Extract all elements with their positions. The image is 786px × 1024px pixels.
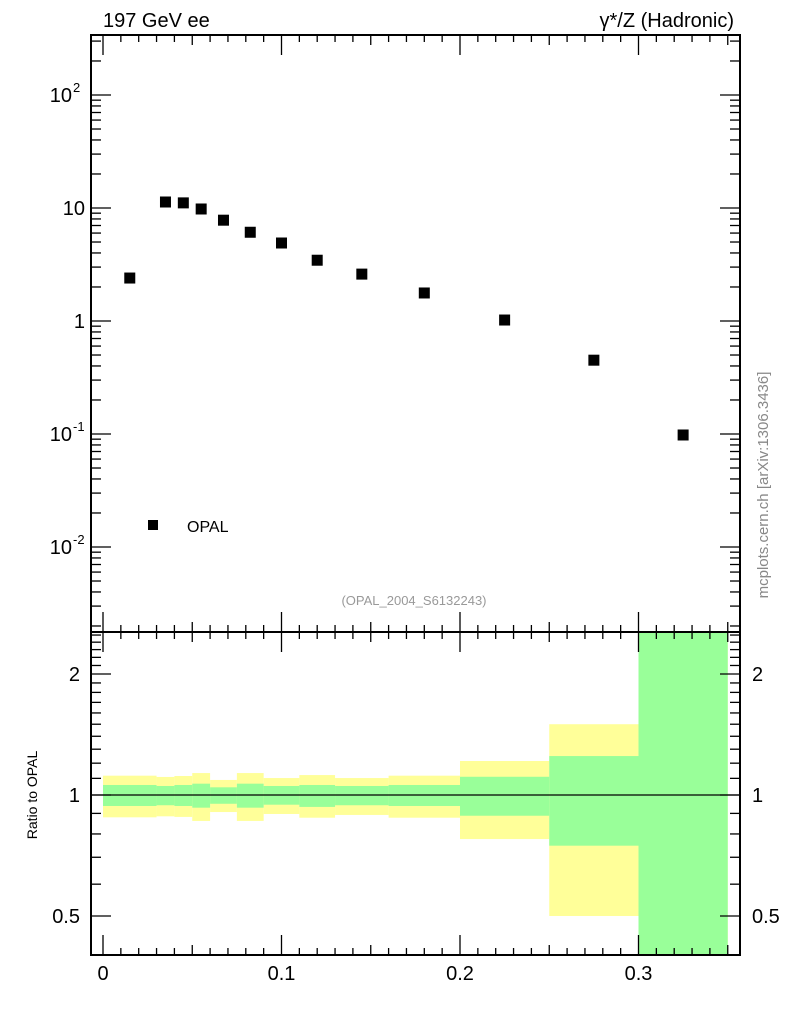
- data-point: [177, 197, 189, 209]
- data-point: [418, 287, 430, 299]
- data-point: [356, 268, 368, 280]
- ratio-y-tick-label: 1: [69, 785, 80, 807]
- y-tick-label: 10: [50, 424, 72, 446]
- data-point: [588, 354, 600, 366]
- data-point: [217, 214, 229, 226]
- ratio-bands: [103, 632, 728, 955]
- ratio-frame: [90, 631, 741, 956]
- x-tick-label: 0: [97, 963, 108, 985]
- main-frame: [90, 34, 741, 633]
- axis-ticks: [91, 35, 740, 956]
- stat-band-bin: [192, 783, 211, 808]
- data-points: [124, 196, 689, 441]
- legend-marker: [148, 520, 158, 530]
- x-tick-label: 0.1: [268, 963, 296, 985]
- ratio-y-tick-label-right: 1: [752, 785, 763, 807]
- ratio-y-tick-label: 2: [69, 664, 80, 686]
- x-tick-label: 0.2: [446, 963, 474, 985]
- legend-label: OPAL: [187, 519, 229, 536]
- watermark: (OPAL_2004_S6132243): [341, 593, 486, 608]
- data-point: [311, 254, 323, 266]
- title-right: γ*/Z (Hadronic): [600, 10, 734, 32]
- side-label: mcplots.cern.ch [arXiv:1306.3436]: [755, 372, 772, 599]
- y-tick-label: 10: [50, 85, 72, 107]
- data-point: [276, 237, 287, 249]
- y-tick-label: 10: [63, 198, 85, 220]
- data-point: [244, 226, 256, 238]
- title-left: 197 GeV ee: [103, 10, 210, 32]
- data-point: [677, 429, 689, 441]
- y-tick-label-exponent: -2: [73, 532, 85, 547]
- stat-band-bin: [549, 756, 639, 846]
- stat-band-bin: [460, 776, 550, 816]
- stat-band-bin: [299, 784, 336, 807]
- data-point: [124, 272, 136, 284]
- data-point: [159, 196, 171, 208]
- y-tick-label: 10: [50, 537, 72, 559]
- plot-frames: [90, 34, 741, 956]
- ratio-ylabel: Ratio to OPAL: [24, 751, 40, 840]
- stat-band-bin: [236, 783, 264, 808]
- stat-band-bin: [638, 632, 728, 955]
- y-tick-label-exponent: 2: [73, 80, 80, 95]
- ratio-y-tick-label-right: 2: [752, 664, 763, 686]
- ratio-tick-labels: 2 2 1 1 0.5 0.5 0 0.1 0.2 0.3: [52, 664, 780, 985]
- data-point: [195, 203, 207, 215]
- data-point: [499, 314, 511, 326]
- y-tick-label-exponent: -1: [73, 419, 85, 434]
- ratio-y-tick-label-right: 0.5: [752, 906, 780, 928]
- x-tick-label: 0.3: [625, 963, 653, 985]
- ratio-y-tick-label: 0.5: [52, 906, 80, 928]
- y-tick-label: 1: [74, 311, 85, 333]
